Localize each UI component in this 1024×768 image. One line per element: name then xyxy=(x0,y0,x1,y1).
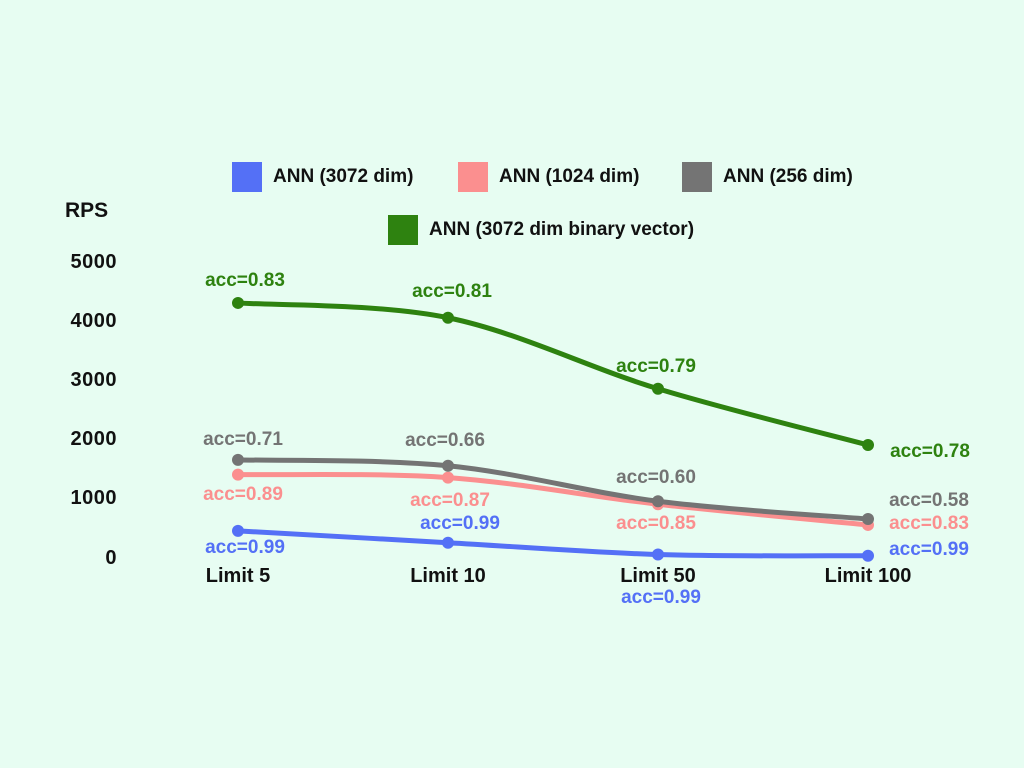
data-point xyxy=(862,549,874,562)
acc-label: acc=0.89 xyxy=(203,483,283,505)
legend-swatch-ann-3072-binary xyxy=(388,215,418,245)
data-point xyxy=(232,524,244,537)
acc-label: acc=0.99 xyxy=(205,536,285,558)
y-tick-label: 3000 xyxy=(70,368,117,391)
legend-item-ann-256-dim: ANN (256 dim) xyxy=(682,162,853,192)
legend-swatch-ann-3072-dim xyxy=(232,162,262,192)
data-point xyxy=(232,453,244,466)
data-point xyxy=(652,382,664,395)
y-tick-label: 0 xyxy=(105,546,117,569)
data-point xyxy=(862,439,874,452)
legend-item-ann-3072-binary: ANN (3072 dim binary vector) xyxy=(388,215,694,245)
acc-label: acc=0.83 xyxy=(889,512,969,534)
series-line-0 xyxy=(235,528,871,559)
x-tick-label: Limit 50 xyxy=(620,565,696,587)
acc-label: acc=0.79 xyxy=(616,355,696,377)
data-point xyxy=(442,471,454,484)
series-line-2 xyxy=(235,457,871,522)
data-point xyxy=(862,513,874,526)
acc-label: acc=0.81 xyxy=(412,280,492,302)
x-tick-label: Limit 10 xyxy=(410,565,486,587)
acc-label: acc=0.58 xyxy=(889,490,969,512)
legend-swatch-ann-256-dim xyxy=(682,162,712,192)
data-point xyxy=(442,459,454,472)
y-tick-label: 5000 xyxy=(70,250,117,273)
data-point xyxy=(652,495,664,508)
y-tick-label: 4000 xyxy=(70,309,117,332)
series-line-3 xyxy=(235,300,871,448)
y-tick-label: 2000 xyxy=(70,428,117,451)
data-point xyxy=(442,311,454,324)
data-point xyxy=(442,536,454,549)
x-tick-label: Limit 100 xyxy=(824,565,912,587)
acc-label: acc=0.60 xyxy=(616,467,696,489)
y-axis-title: RPS xyxy=(65,199,109,222)
y-tick-label: 1000 xyxy=(70,487,117,510)
acc-label: acc=0.85 xyxy=(616,513,696,535)
acc-label: acc=0.71 xyxy=(203,428,283,450)
legend-label-ann-256-dim: ANN (256 dim) xyxy=(723,166,853,187)
acc-label: acc=0.78 xyxy=(890,441,970,463)
legend-label-ann-1024-dim: ANN (1024 dim) xyxy=(499,166,640,187)
legend-item-ann-3072-dim: ANN (3072 dim) xyxy=(232,162,413,192)
legend-label-ann-3072-dim: ANN (3072 dim) xyxy=(273,166,414,187)
acc-label: acc=0.83 xyxy=(205,269,285,291)
series-line-1 xyxy=(235,471,871,528)
x-tick-label: Limit 5 xyxy=(205,565,271,587)
acc-label: acc=0.87 xyxy=(410,489,490,511)
legend-item-ann-1024-dim: ANN (1024 dim) xyxy=(458,162,639,192)
data-point xyxy=(652,548,664,561)
data-point xyxy=(232,468,244,481)
acc-label: acc=0.99 xyxy=(420,512,500,534)
acc-label: acc=0.99 xyxy=(621,586,701,608)
data-point xyxy=(232,296,244,309)
legend-label-ann-3072-binary: ANN (3072 dim binary vector) xyxy=(429,219,695,240)
legend-swatch-ann-1024-dim xyxy=(458,162,488,192)
acc-label: acc=0.99 xyxy=(889,538,969,560)
acc-label: acc=0.66 xyxy=(405,429,485,451)
